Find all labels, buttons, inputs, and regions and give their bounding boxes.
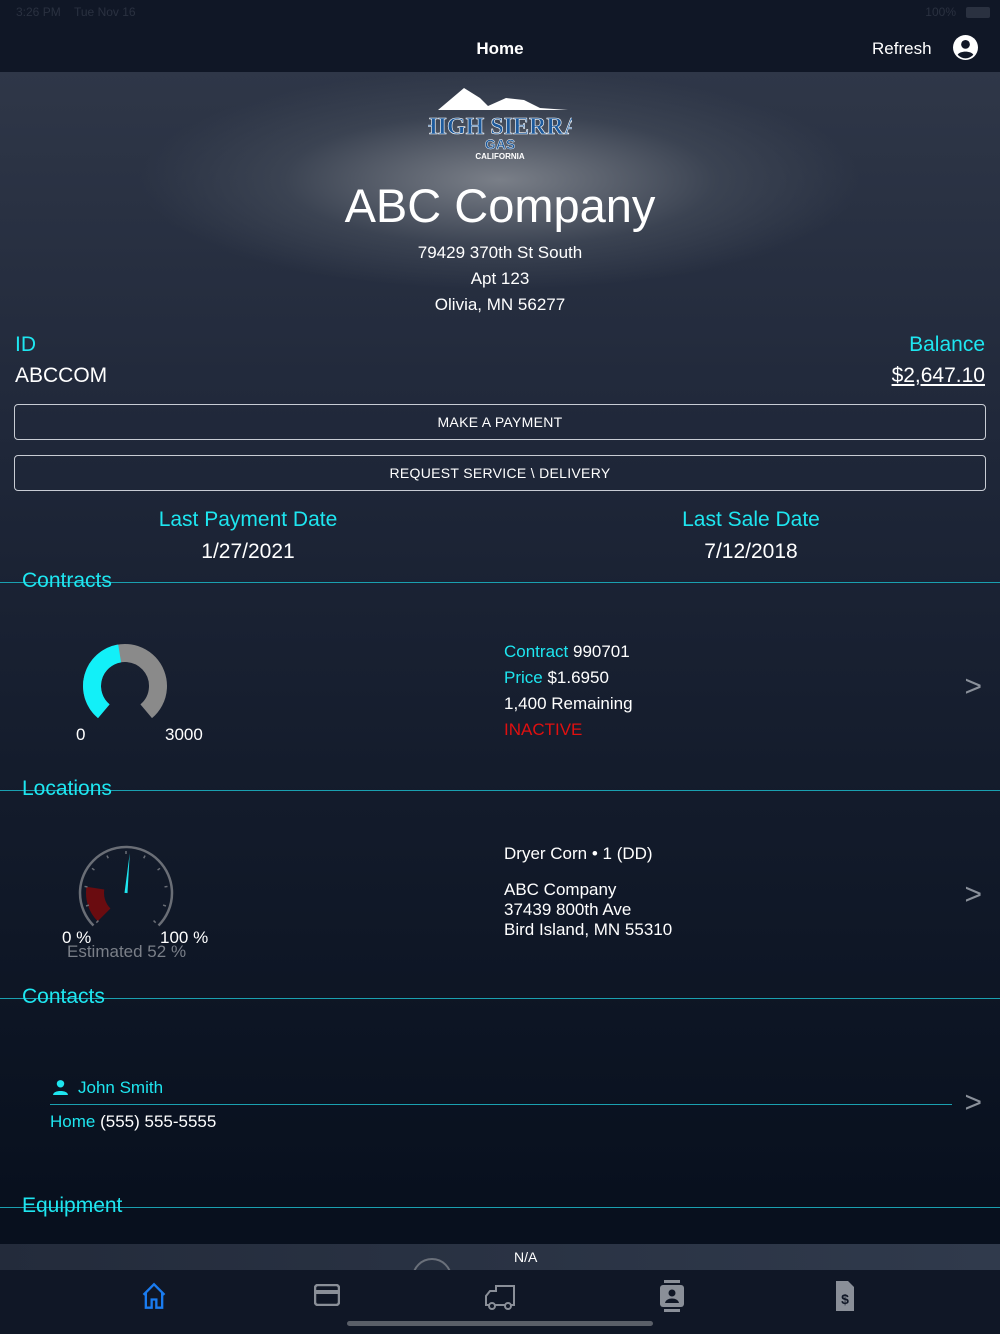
contract-number: 990701 [572, 642, 630, 661]
low-level-zone [86, 886, 111, 922]
gauge-tick [157, 867, 161, 871]
company-address: 79429 370th St South Apt 123 Olivia, MN … [0, 240, 1000, 318]
nav-bar: Home Refresh [0, 24, 1000, 72]
tab-home-icon[interactable] [140, 1282, 168, 1310]
tank-gauge-min: 0 % [62, 928, 92, 947]
refresh-button[interactable]: Refresh [872, 39, 932, 58]
gauge-tick [162, 904, 167, 907]
id-label: ID [15, 333, 36, 356]
location-address-1: 37439 800th Ave [504, 900, 632, 919]
svg-text:$: $ [841, 1291, 849, 1307]
contacts-section-header: Contacts [0, 985, 1000, 1008]
tab-invoices-icon[interactable]: $ [834, 1281, 856, 1311]
company-name: ABC Company [344, 179, 656, 232]
phone-value: (555) 555-5555 [100, 1112, 217, 1131]
contract-label: Contract [504, 642, 569, 661]
person-icon [53, 1080, 68, 1095]
contracts-section-header: Contracts [0, 569, 1000, 592]
id-value: ABCCOM [15, 364, 108, 387]
contact-name: John Smith [78, 1078, 164, 1097]
remaining: 1,400 Remaining [504, 694, 633, 713]
address-line-1: 79429 370th St South [417, 243, 583, 262]
contract-row[interactable]: 0 3000 Contract 990701 Price $1.6950 1,4… [0, 600, 1000, 780]
gauge-fill [83, 644, 122, 719]
divider [50, 1104, 952, 1105]
chevron-right-icon[interactable]: > [964, 670, 982, 703]
chevron-right-icon[interactable]: > [964, 1086, 982, 1119]
tab-contacts-icon[interactable] [659, 1280, 685, 1312]
last-payment-value: 1/27/2021 [201, 540, 295, 563]
chevron-right-icon[interactable]: > [964, 878, 982, 911]
last-payment-label: Last Payment Date [158, 508, 338, 531]
tank-name: Dryer Corn • 1 (DD) [504, 844, 653, 863]
equipment-title: Equipment [22, 1194, 123, 1217]
address-line-3: Olivia, MN 56277 [434, 295, 566, 314]
balance-link[interactable]: $2,647.10 [891, 364, 985, 387]
tab-delivery-icon[interactable] [484, 1283, 516, 1311]
contract-details: Contract 990701 Price $1.6950 1,400 Rema… [504, 639, 633, 743]
gauge-tick [91, 867, 95, 871]
make-payment-button[interactable]: MAKE A PAYMENT [14, 404, 986, 440]
gauge-min: 0 [76, 725, 86, 744]
company-logo: HIGH SIERRA GAS CALIFORNIA [428, 88, 572, 161]
status-time: 3:26 PM [16, 5, 61, 19]
gauge-dial [78, 845, 174, 927]
home-indicator [347, 1321, 653, 1326]
last-sale-label: Last Sale Date [682, 508, 820, 531]
equipment-value: N/A [514, 1249, 538, 1265]
gauge-tick [143, 855, 146, 859]
tank-gauge-max: 100 % [160, 928, 209, 947]
location-row[interactable]: 0 % 100 % Estimated 52 % Dryer Corn • 1 … [0, 808, 1000, 988]
battery-icon [966, 7, 990, 18]
gauge-tick [85, 904, 90, 907]
svg-text:HIGH SIERRA: HIGH SIERRA [428, 114, 572, 140]
svg-text:GAS: GAS [485, 136, 515, 152]
location-address: ABC Company 37439 800th Ave Bird Island,… [504, 880, 672, 940]
equipment-row[interactable]: N/A [0, 1244, 1000, 1270]
contracts-title: Contracts [22, 569, 112, 592]
equipment-gauge-icon [412, 1258, 452, 1270]
tab-bar: $ [0, 1270, 1000, 1334]
contact-phone: Home (555) 555-5555 [50, 1112, 216, 1132]
gauge-tick [106, 855, 109, 859]
tab-payments-icon[interactable] [314, 1284, 340, 1306]
gauge-tick [153, 920, 157, 924]
locations-section-header: Locations [0, 777, 1000, 800]
gauge-max: 3000 [165, 725, 203, 744]
tank-gauge [78, 845, 174, 927]
gauge-needle [124, 853, 130, 894]
location-name: ABC Company [504, 880, 617, 899]
gauge-tick [95, 920, 99, 924]
balance-label: Balance [909, 333, 985, 356]
status-date: Tue Nov 16 [74, 5, 136, 19]
estimated-level: Estimated 52 % [67, 942, 187, 961]
contract-status: INACTIVE [504, 720, 583, 739]
page-title: Home [476, 39, 524, 58]
price-value: $1.6950 [547, 668, 609, 687]
status-bar: 3:26 PM Tue Nov 16 100% [0, 0, 1000, 24]
profile-icon[interactable] [953, 35, 978, 60]
address-line-2: Apt 123 [470, 269, 530, 288]
price-label: Price [504, 668, 543, 687]
contacts-title: Contacts [22, 985, 105, 1008]
location-address-2: Bird Island, MN 55310 [504, 920, 673, 939]
phone-label: Home [50, 1112, 96, 1131]
battery-percent: 100% [925, 5, 956, 19]
svg-text:CALIFORNIA: CALIFORNIA [475, 152, 525, 161]
equipment-section-header: Equipment [0, 1194, 1000, 1217]
last-sale-value: 7/12/2018 [704, 540, 798, 563]
request-service-button[interactable]: REQUEST SERVICE \ DELIVERY [14, 455, 986, 491]
locations-title: Locations [22, 777, 112, 800]
contact-row[interactable]: John Smith Home (555) 555-5555 > [0, 1016, 1000, 1196]
contract-gauge [83, 644, 167, 719]
